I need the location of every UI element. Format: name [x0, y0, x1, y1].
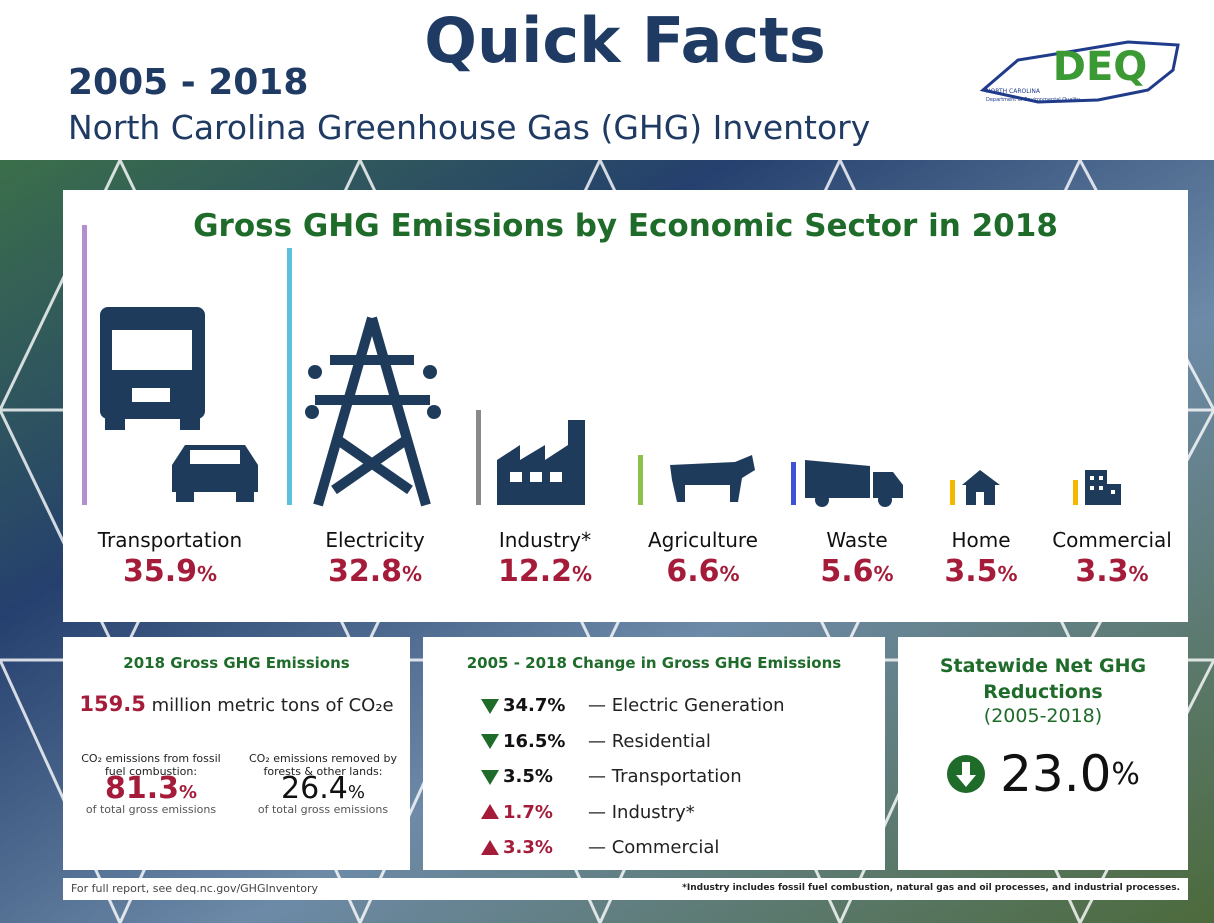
- sector: Industry* 12.2%: [455, 528, 635, 589]
- gross-panel: 2018 Gross GHG Emissions 159.5 million m…: [63, 637, 410, 870]
- sector-share: 32.8%: [285, 554, 465, 589]
- sector-name: Home: [951, 528, 1011, 552]
- fossil: CO₂ emissions from fossil fuel combustio…: [71, 752, 231, 816]
- sector-unit: %: [196, 562, 218, 586]
- change-value: 1.7%: [503, 801, 553, 823]
- sector-share: 3.5%: [891, 554, 1071, 589]
- sector-value: 6.6: [666, 554, 720, 589]
- logo-dept: Department of Environmental Quality: [986, 97, 1080, 103]
- net-panel: Statewide Net GHG Reductions (2005-2018)…: [898, 637, 1188, 870]
- sector-name: Industry*: [498, 528, 592, 552]
- sector: Agriculture 6.6%: [613, 528, 793, 589]
- change-row: 1.7% — Industry*: [481, 795, 885, 831]
- net-years: (2005-2018): [983, 705, 1103, 727]
- sector: Waste 5.6%: [767, 528, 947, 589]
- sector-name: Waste: [826, 528, 888, 552]
- sector-title: Gross GHG Emissions by Economic Sector i…: [193, 208, 1058, 244]
- sector: Home 3.5%: [891, 528, 1071, 589]
- forest-value: 26.4%: [243, 774, 403, 804]
- change-row: 34.7% — Electric Generation: [481, 688, 885, 724]
- logo-text: DEQ: [1053, 44, 1148, 90]
- net-unit: %: [1111, 756, 1140, 792]
- change-label: — Commercial: [588, 837, 720, 859]
- title: Quick Facts: [424, 4, 826, 77]
- sector-share: 6.6%: [613, 554, 793, 589]
- sector-value: 32.8: [327, 554, 402, 589]
- fossil-note: of total gross emissions: [85, 803, 217, 816]
- sector-share: 12.2%: [455, 554, 635, 589]
- up-arrow: [481, 839, 499, 855]
- logo: DEQ NORTH CAROLINA Department of Environ…: [979, 40, 1180, 104]
- sector-name: Commercial: [1052, 528, 1172, 552]
- fossil-caption: CO₂ emissions from fossil fuel combustio…: [81, 752, 221, 778]
- subtitle: North Carolina Greenhouse Gas (GHG) Inve…: [68, 108, 871, 147]
- sector-value: 5.6: [820, 554, 874, 589]
- change-list: 34.7% — Electric Generation 16.5% — Residen…: [481, 688, 885, 866]
- footer-right: *Industry includes fossil fuel combustio…: [682, 883, 1180, 893]
- down-icon: [947, 755, 986, 793]
- forest-note: of total gross emissions: [257, 803, 389, 816]
- footer-left: For full report, see deq.nc.gov/GHGInven…: [71, 882, 319, 895]
- forest-caption: CO₂ emissions removed by forests & other…: [249, 752, 397, 778]
- change-row: 16.5% — Residential: [481, 724, 885, 760]
- logo-state: NORTH CAROLINA: [986, 88, 1041, 95]
- change-label: — Residential: [588, 730, 711, 752]
- sector-value: 35.9: [122, 554, 197, 589]
- gross-total: 159.5 million metric tons of CO₂e: [63, 692, 410, 716]
- change-row: 3.3% — Commercial: [481, 830, 885, 866]
- change-value: 16.5%: [503, 730, 566, 752]
- sector: Electricity 32.8%: [285, 528, 465, 589]
- change-value: 3.3%: [503, 837, 553, 859]
- down-arrow: [481, 734, 499, 750]
- sector-icons: [82, 225, 1121, 507]
- sector-share: 3.3%: [1022, 554, 1202, 589]
- gross-title: 2018 Gross GHG Emissions: [123, 654, 350, 672]
- net-number: 23.0: [1000, 745, 1112, 803]
- sector-unit: %: [401, 562, 423, 586]
- change-label: — Transportation: [588, 766, 742, 788]
- sector-unit: %: [571, 562, 593, 586]
- change-value: 3.5%: [503, 766, 553, 788]
- sector-value: 12.2: [497, 554, 572, 589]
- sector-unit: %: [873, 562, 894, 586]
- change-row: 3.5% — Transportation: [481, 759, 885, 795]
- sector-name: Electricity: [325, 528, 425, 552]
- sector-value: 3.3: [1075, 554, 1129, 589]
- forest-number: 26.4: [281, 771, 348, 806]
- years: 2005 - 2018: [68, 62, 309, 103]
- sector: Transportation 35.9%: [80, 528, 260, 589]
- down-arrow: [481, 769, 499, 785]
- forest: CO₂ emissions removed by forests & other…: [243, 752, 403, 816]
- change-title: 2005 - 2018 Change in Gross GHG Emission…: [466, 654, 842, 672]
- net-value-row: 23.0%: [898, 745, 1188, 803]
- sector-share: 5.6%: [767, 554, 947, 589]
- sector-unit: %: [719, 562, 740, 586]
- sector-panel: Gross GHG Emissions by Economic Sector i…: [63, 190, 1188, 622]
- sector-unit: %: [1128, 562, 1149, 586]
- sector-unit: %: [997, 562, 1018, 586]
- sector-share: 35.9%: [80, 554, 260, 589]
- change-label: — Electric Generation: [588, 695, 785, 717]
- change-label: — Industry*: [588, 801, 695, 823]
- fossil-number: 81.3: [104, 771, 179, 806]
- fossil-value: 81.3%: [71, 774, 231, 804]
- fossil-unit: %: [178, 782, 198, 803]
- net-title: Statewide Net GHG Reductions: [939, 655, 1147, 703]
- change-value: 34.7%: [503, 695, 566, 717]
- gross-value: 159.5: [79, 692, 146, 716]
- forest-unit: %: [347, 782, 365, 803]
- sector-name: Agriculture: [648, 528, 758, 552]
- sector-value: 3.5: [944, 554, 998, 589]
- footer: For full report, see deq.nc.gov/GHGInven…: [63, 878, 1188, 900]
- sector: Commercial 3.3%: [1022, 528, 1202, 589]
- up-arrow: [481, 804, 499, 820]
- gross-text: million metric tons of CO₂e: [151, 695, 394, 716]
- down-arrow: [481, 698, 499, 714]
- sector-name: Transportation: [97, 528, 243, 552]
- change-panel: 2005 - 2018 Change in Gross GHG Emission…: [423, 637, 885, 870]
